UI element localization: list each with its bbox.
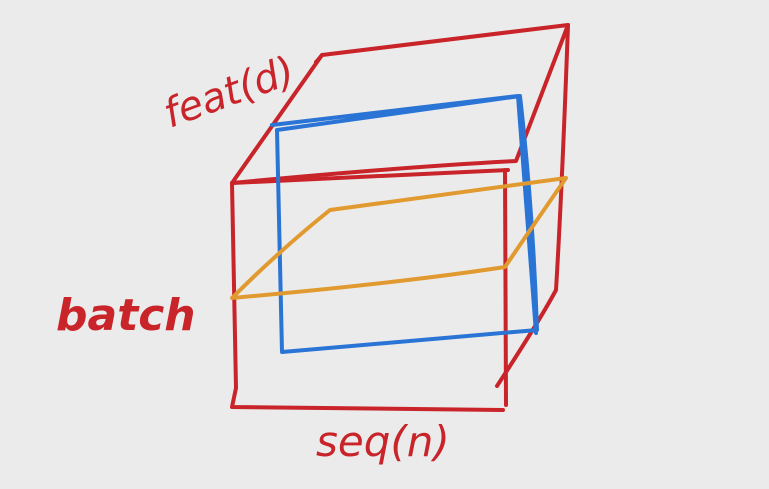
- batch-label: batch: [56, 290, 196, 341]
- seq-label: seq(n): [316, 417, 450, 466]
- cube-back-left-edge: [316, 55, 322, 62]
